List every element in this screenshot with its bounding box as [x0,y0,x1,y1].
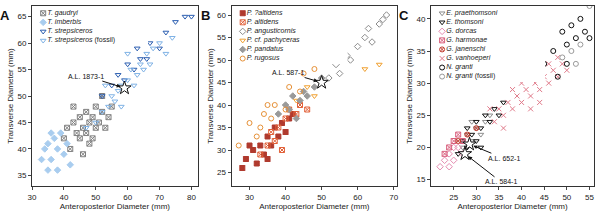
svg-text:50: 50 [17,92,26,101]
svg-text:15: 15 [417,175,426,184]
svg-text:40: 40 [517,193,526,202]
svg-text:25: 25 [417,111,426,120]
svg-text:40: 40 [217,101,226,110]
svg-text:P. ?altidens: P. ?altidens [247,9,283,16]
svg-text:25: 25 [449,193,458,202]
svg-text:A.L. 587-1: A.L. 587-1 [272,69,304,76]
svg-text:35: 35 [17,171,26,180]
svg-text:50: 50 [562,193,571,202]
svg-text:T. strepsiceros (fossil): T. strepsiceros (fossil) [47,36,115,44]
svg-text:80: 80 [187,193,196,202]
svg-text:40: 40 [417,15,426,24]
svg-text:45: 45 [540,193,549,202]
svg-text:Anteroposterior Diameter (mm): Anteroposterior Diameter (mm) [60,202,171,211]
svg-text:60: 60 [17,39,26,48]
svg-text:20: 20 [417,143,426,152]
svg-text:30: 30 [217,146,226,155]
svg-text:G. vanhoeperi: G. vanhoeperi [446,54,490,62]
svg-text:40: 40 [17,145,26,154]
svg-text:35: 35 [494,193,503,202]
svg-text:N. granti: N. granti [446,63,473,71]
svg-text:E. thomsoni: E. thomsoni [446,18,483,25]
svg-text:G. dorcas: G. dorcas [446,27,477,34]
svg-text:30: 30 [472,193,481,202]
svg-text:55: 55 [217,33,226,42]
svg-text:45: 45 [217,78,226,87]
svg-text:C: C [399,8,409,23]
svg-text:T. strepsiceros: T. strepsiceros [47,27,93,35]
svg-text:65: 65 [17,12,26,21]
svg-text:35: 35 [417,47,426,56]
svg-text:Transverse Diameter (mm): Transverse Diameter (mm) [206,48,215,144]
svg-text:G. harmonae: G. harmonae [446,36,487,43]
svg-text:30: 30 [245,193,254,202]
svg-text:T. imberbis: T. imberbis [47,18,81,25]
svg-text:60: 60 [123,193,132,202]
svg-text:N. granti (fossil): N. granti (fossil) [446,72,495,80]
svg-text:55: 55 [585,193,594,202]
svg-text:P. rugosus: P. rugosus [247,54,280,62]
svg-text:40: 40 [59,193,68,202]
svg-text:70: 70 [389,193,398,202]
svg-text:A.L. 584-1: A.L. 584-1 [485,178,517,185]
svg-text:60: 60 [353,193,362,202]
svg-text:60: 60 [217,11,226,20]
svg-text:Anteroposterior Diameter (mm): Anteroposterior Diameter (mm) [457,202,568,211]
svg-text:A.L. 1873-1: A.L. 1873-1 [68,73,104,80]
svg-text:Transverse Diameter (mm): Transverse Diameter (mm) [6,48,15,144]
svg-text:P. cf. pachyceras: P. cf. pachyceras [247,36,300,44]
svg-text:30: 30 [28,193,37,202]
svg-text:A.L. 652-1: A.L. 652-1 [488,155,520,162]
svg-text:50: 50 [217,56,226,65]
svg-text:70: 70 [155,193,164,202]
svg-text:55: 55 [17,65,26,74]
svg-text:50: 50 [317,193,326,202]
svg-text:35: 35 [217,123,226,132]
svg-text:E. praethomsoni: E. praethomsoni [446,9,497,17]
svg-text:G. janenschi: G. janenschi [446,45,485,53]
svg-text:45: 45 [17,118,26,127]
svg-text:Transverse Diameter (mm): Transverse Diameter (mm) [405,48,414,144]
svg-text:40: 40 [281,193,290,202]
svg-text:A: A [0,8,10,23]
svg-text:25: 25 [217,168,226,177]
svg-text:Anteroposterior Diameter (mm): Anteroposterior Diameter (mm) [259,202,370,211]
svg-text:B: B [201,8,210,23]
svg-text:P. angusticornis: P. angusticornis [247,27,296,35]
svg-text:50: 50 [91,193,100,202]
svg-text:T. gaudryi: T. gaudryi [47,9,78,17]
svg-text:30: 30 [417,79,426,88]
svg-text:P. altidens: P. altidens [247,18,279,25]
svg-text:P. pandatus: P. pandatus [247,45,284,53]
